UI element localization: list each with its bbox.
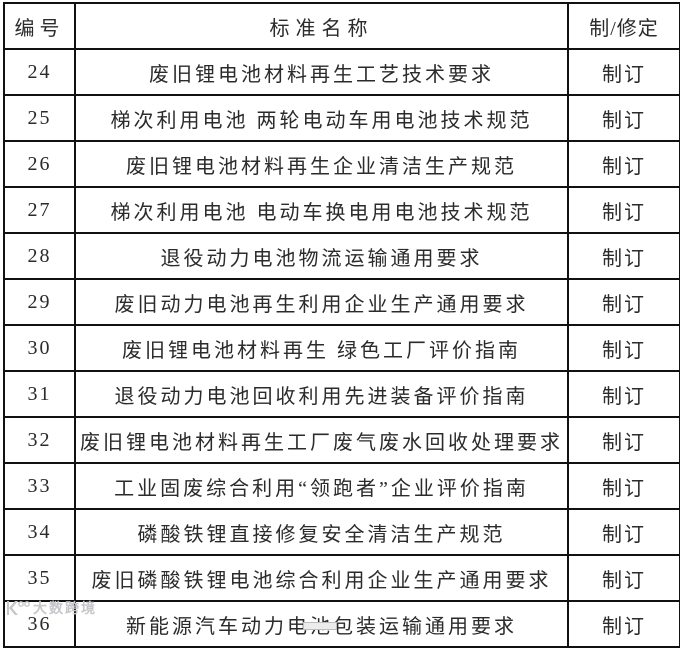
cell-status: 制订 <box>567 370 680 418</box>
table-row: 28 退役动力电池物流运输通用要求 制订 <box>3 232 680 280</box>
cell-standard-name: 废旧锂电池材料再生 绿色工厂评价指南 <box>74 324 569 372</box>
header-cell-standard-name: 标准名称 <box>74 2 569 50</box>
cell-status: 制订 <box>567 600 680 648</box>
header-row: 编号 标准名称 制/修定 <box>3 2 680 50</box>
cell-standard-name: 退役动力电池回收利用先进装备评价指南 <box>74 370 569 418</box>
cell-status: 制订 <box>567 94 680 142</box>
table-row: 34 磷酸铁锂直接修复安全清洁生产规范 制订 <box>3 508 680 556</box>
table-row: 27 梯次利用电池 电动车换电用电池技术规范 制订 <box>3 186 680 234</box>
cell-standard-name: 梯次利用电池 两轮电动车用电池技术规范 <box>74 94 569 142</box>
table-body: 24 废旧锂电池材料再生工艺技术要求 制订 25 梯次利用电池 两轮电动车用电池技术规范… <box>3 48 680 648</box>
cell-standard-name: 废旧磷酸铁锂电池综合利用企业生产通用要求 <box>74 554 569 602</box>
cell-status: 制订 <box>567 48 680 96</box>
cell-number: 35 <box>3 554 76 602</box>
cell-standard-name: 梯次利用电池 电动车换电用电池技术规范 <box>74 186 569 234</box>
cell-status: 制订 <box>567 416 680 464</box>
cell-standard-name: 工业固废综合利用“领跑者”企业评价指南 <box>74 462 569 510</box>
table-row: 26 废旧锂电池材料再生企业清洁生产规范 制订 <box>3 140 680 188</box>
cell-standard-name: 废旧锂电池材料再生工厂废气废水回收处理要求 <box>74 416 569 464</box>
table-row: 30 废旧锂电池材料再生 绿色工厂评价指南 制订 <box>3 324 680 372</box>
cell-standard-name: 废旧锂电池材料再生企业清洁生产规范 <box>74 140 569 188</box>
cell-number: 27 <box>3 186 76 234</box>
table-row: 33 工业固废综合利用“领跑者”企业评价指南 制订 <box>3 462 680 510</box>
cell-number: 34 <box>3 508 76 556</box>
cell-status: 制订 <box>567 232 680 280</box>
table-row: 31 退役动力电池回收利用先进装备评价指南 制订 <box>3 370 680 418</box>
cell-number: 26 <box>3 140 76 188</box>
cell-standard-name: 废旧锂电池材料再生工艺技术要求 <box>74 48 569 96</box>
table-row: 32 废旧锂电池材料再生工厂废气废水回收处理要求 制订 <box>3 416 680 464</box>
cell-number: 29 <box>3 278 76 326</box>
cell-number: 25 <box>3 94 76 142</box>
cell-standard-name: 退役动力电池物流运输通用要求 <box>74 232 569 280</box>
table-row: 35 废旧磷酸铁锂电池综合利用企业生产通用要求 制订 <box>3 554 680 602</box>
table-row: 36新能源汽车动力电池包装运输通用要求制订 <box>3 600 680 648</box>
table-header: 编号 标准名称 制/修定 <box>3 2 680 50</box>
table-row: 24 废旧锂电池材料再生工艺技术要求 制订 <box>3 48 680 96</box>
cell-number: 28 <box>3 232 76 280</box>
cell-status: 制订 <box>567 186 680 234</box>
table-row: 25 梯次利用电池 两轮电动车用电池技术规范 制订 <box>3 94 680 142</box>
cell-status: 制订 <box>567 508 680 556</box>
cell-status: 制订 <box>567 278 680 326</box>
partial-bottom-element <box>303 622 337 630</box>
cell-status: 制订 <box>567 554 680 602</box>
header-cell-number: 编号 <box>3 2 76 50</box>
cell-number: 31 <box>3 370 76 418</box>
cell-number: 30 <box>3 324 76 372</box>
cell-number: 24 <box>3 48 76 96</box>
table-row: 29 废旧动力电池再生利用企业生产通用要求 制订 <box>3 278 680 326</box>
cell-number: 36 <box>3 600 76 648</box>
cell-status: 制订 <box>567 462 680 510</box>
cell-number: 32 <box>3 416 76 464</box>
cell-status: 制订 <box>567 140 680 188</box>
cell-number: 33 <box>3 462 76 510</box>
cell-standard-name: 磷酸铁锂直接修复安全清洁生产规范 <box>74 508 569 556</box>
standards-table: 编号 标准名称 制/修定 24 废旧锂电池材料再生工艺技术要求 制订 25 梯次利用电池… <box>3 2 680 648</box>
cell-status: 制订 <box>567 324 680 372</box>
cell-standard-name: 废旧动力电池再生利用企业生产通用要求 <box>74 278 569 326</box>
header-cell-status: 制/修定 <box>567 2 680 50</box>
